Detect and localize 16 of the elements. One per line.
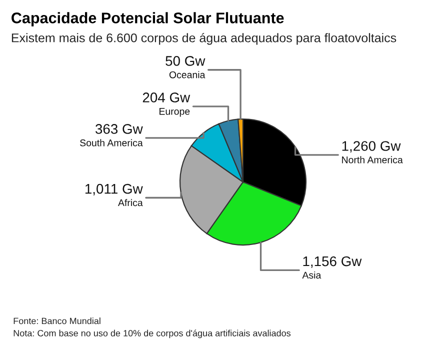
slice-label: Oceania xyxy=(169,71,206,78)
data-label: 1,011 Gw xyxy=(85,184,143,196)
data-label: 204 Gw xyxy=(142,92,190,102)
data-label: 50 Gw xyxy=(166,56,206,66)
slice-label: Africa xyxy=(118,199,143,206)
chart-title: Capacidade Potencial Solar Flutuante xyxy=(12,12,284,26)
chart-subtitle: Existem mais de 6.600 corpos de água adequados para floatovoltaics xyxy=(12,32,396,45)
data-label: 363 Gw xyxy=(95,124,143,134)
text: Nota: Com base no uso de 10% de corpos d'água artificiais avaliados xyxy=(14,330,291,338)
slice-label: North America xyxy=(342,156,403,164)
data-label: 1,260 Gw xyxy=(342,141,401,153)
source-note: Fonte: Banco Mundial xyxy=(14,318,100,324)
data-label: 1,156 Gw xyxy=(303,256,362,268)
slice-label: Europe xyxy=(160,108,190,117)
slice-label: South America xyxy=(80,139,143,146)
slice-label: Asia xyxy=(302,271,322,279)
